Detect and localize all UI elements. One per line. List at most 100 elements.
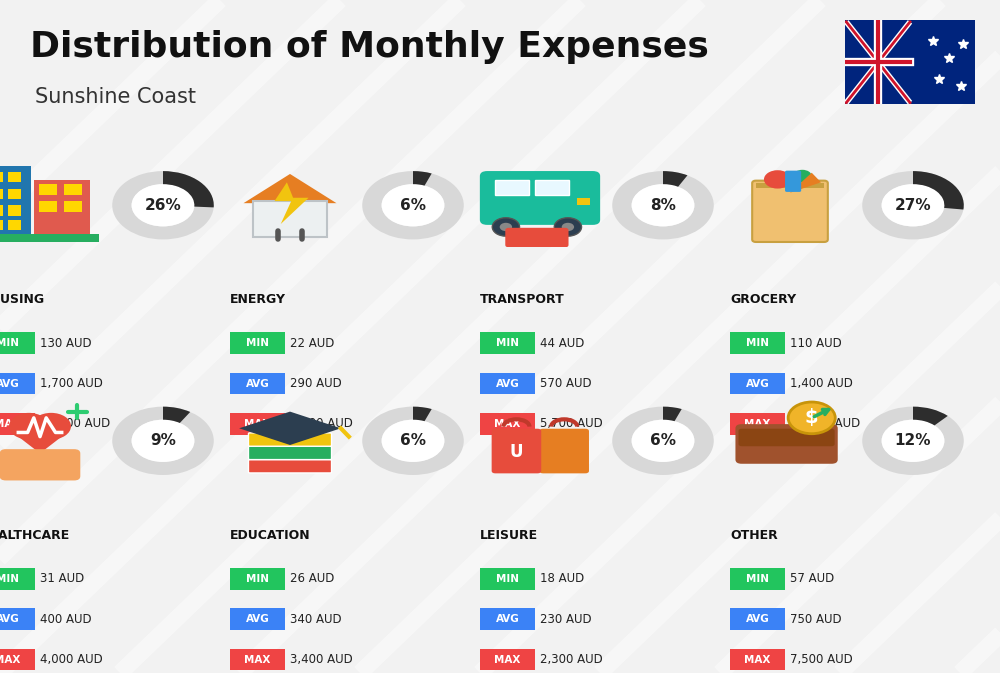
FancyBboxPatch shape	[492, 429, 541, 473]
Circle shape	[882, 420, 944, 462]
Text: MIN: MIN	[0, 574, 19, 583]
Circle shape	[554, 218, 582, 236]
Text: 12%: 12%	[895, 433, 931, 448]
Wedge shape	[862, 171, 964, 240]
FancyBboxPatch shape	[0, 413, 38, 435]
Bar	[0, 205, 3, 215]
Text: AVG: AVG	[496, 379, 519, 388]
FancyBboxPatch shape	[727, 332, 788, 355]
FancyBboxPatch shape	[34, 180, 90, 236]
Text: EDUCATION: EDUCATION	[230, 528, 311, 542]
Text: AVG: AVG	[496, 614, 519, 624]
Bar	[8, 188, 21, 199]
Bar	[0, 188, 3, 199]
Text: MAX: MAX	[494, 655, 521, 664]
Text: MIN: MIN	[496, 574, 519, 583]
Circle shape	[132, 184, 194, 226]
Text: 1,700 AUD: 1,700 AUD	[40, 377, 103, 390]
Text: AVG: AVG	[746, 379, 769, 388]
FancyBboxPatch shape	[477, 608, 538, 631]
FancyBboxPatch shape	[727, 608, 788, 631]
Bar	[910, 22, 974, 103]
FancyBboxPatch shape	[727, 372, 788, 395]
Wedge shape	[362, 406, 464, 475]
Wedge shape	[612, 406, 714, 475]
FancyBboxPatch shape	[727, 567, 788, 590]
Text: MIN: MIN	[0, 339, 19, 348]
Text: MIN: MIN	[496, 339, 519, 348]
FancyBboxPatch shape	[477, 372, 538, 395]
FancyBboxPatch shape	[248, 433, 332, 446]
FancyBboxPatch shape	[727, 413, 788, 435]
FancyBboxPatch shape	[477, 332, 538, 355]
Wedge shape	[913, 406, 948, 425]
Text: MAX: MAX	[0, 655, 21, 664]
Text: ENERGY: ENERGY	[230, 293, 286, 306]
Text: MIN: MIN	[246, 574, 269, 583]
FancyBboxPatch shape	[735, 424, 838, 464]
Circle shape	[562, 223, 574, 231]
Bar	[535, 180, 569, 195]
Bar	[577, 198, 590, 205]
Text: 17,000 AUD: 17,000 AUD	[40, 417, 110, 431]
Text: MAX: MAX	[244, 655, 271, 664]
Text: 9%: 9%	[150, 433, 176, 448]
Text: HOUSING: HOUSING	[0, 293, 45, 306]
Text: 8%: 8%	[650, 198, 676, 213]
FancyBboxPatch shape	[739, 429, 835, 446]
Bar	[8, 220, 21, 230]
Text: AVG: AVG	[246, 379, 269, 388]
Circle shape	[764, 170, 791, 188]
Text: 27%: 27%	[895, 198, 931, 213]
Text: 750 AUD: 750 AUD	[790, 612, 842, 626]
Text: 18 AUD: 18 AUD	[540, 572, 584, 586]
Text: U: U	[510, 444, 523, 462]
Text: MIN: MIN	[246, 339, 269, 348]
FancyBboxPatch shape	[0, 567, 38, 590]
Text: 400 AUD: 400 AUD	[40, 612, 92, 626]
Circle shape	[500, 223, 512, 231]
Circle shape	[31, 413, 71, 439]
Polygon shape	[274, 182, 309, 224]
Wedge shape	[663, 171, 687, 186]
Text: MAX: MAX	[744, 419, 771, 429]
Text: LEISURE: LEISURE	[480, 528, 538, 542]
Text: 57 AUD: 57 AUD	[790, 572, 834, 586]
Polygon shape	[10, 431, 70, 454]
FancyBboxPatch shape	[253, 201, 327, 236]
FancyBboxPatch shape	[727, 648, 788, 671]
Circle shape	[9, 413, 49, 439]
Bar	[64, 201, 82, 211]
FancyBboxPatch shape	[477, 567, 538, 590]
Polygon shape	[239, 412, 341, 445]
Circle shape	[882, 184, 944, 226]
Wedge shape	[112, 171, 214, 240]
Wedge shape	[163, 406, 190, 423]
FancyBboxPatch shape	[480, 171, 600, 225]
Wedge shape	[413, 406, 432, 421]
FancyBboxPatch shape	[0, 166, 31, 236]
FancyBboxPatch shape	[227, 372, 288, 395]
FancyBboxPatch shape	[756, 183, 824, 188]
FancyBboxPatch shape	[477, 413, 538, 435]
FancyBboxPatch shape	[248, 446, 332, 460]
FancyBboxPatch shape	[505, 227, 569, 248]
FancyBboxPatch shape	[227, 648, 288, 671]
FancyBboxPatch shape	[0, 372, 38, 395]
Text: $: $	[805, 409, 819, 427]
Circle shape	[382, 420, 444, 462]
FancyBboxPatch shape	[539, 429, 589, 473]
FancyBboxPatch shape	[0, 332, 38, 355]
Text: 130 AUD: 130 AUD	[40, 336, 92, 350]
Bar	[8, 205, 21, 215]
Circle shape	[632, 184, 694, 226]
Text: 7,500 AUD: 7,500 AUD	[790, 653, 853, 666]
Circle shape	[632, 420, 694, 462]
FancyBboxPatch shape	[0, 449, 80, 481]
Bar	[0, 234, 99, 242]
Text: 26%: 26%	[145, 198, 181, 213]
Circle shape	[793, 170, 812, 182]
Circle shape	[132, 420, 194, 462]
Text: 5,700 AUD: 5,700 AUD	[540, 417, 603, 431]
Text: Distribution of Monthly Expenses: Distribution of Monthly Expenses	[30, 30, 709, 65]
